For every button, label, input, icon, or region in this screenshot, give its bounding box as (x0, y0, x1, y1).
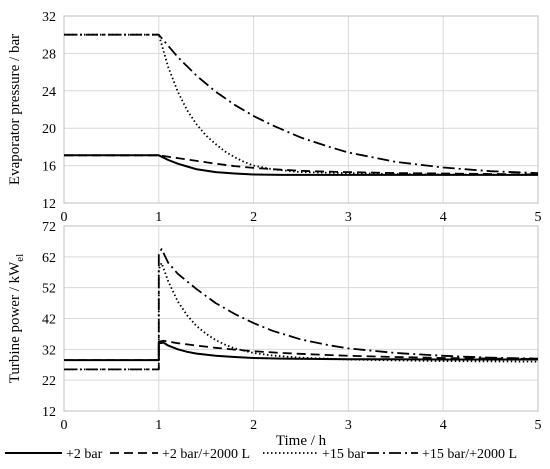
y-tick-label: 52 (42, 282, 56, 297)
x-tick-label: 0 (61, 418, 68, 433)
x-tick-label: 3 (345, 210, 352, 225)
plot-frame (63, 225, 539, 412)
y-tick-label: 32 (42, 343, 56, 358)
legend-label: +15 bar (322, 447, 366, 462)
y-axis-label-text: Turbine power / kW (7, 261, 23, 383)
x-tick-label: 1 (155, 210, 162, 225)
series-line-solid (64, 341, 538, 362)
y-tick-label: 28 (42, 47, 56, 62)
legend: +2 bar +2 bar/+2000 L +15 bar +15 bar/+2000… (5, 447, 517, 462)
y-tick-label: 32 (42, 10, 56, 25)
x-tick-label: 2 (250, 210, 257, 225)
y-tick-label: 24 (42, 85, 56, 100)
x-tick-label: 1 (155, 418, 162, 433)
y-tick-label: 72 (42, 220, 56, 235)
series-line-dashdot (64, 248, 539, 371)
legend-label: +2 bar/+2000 L (162, 447, 250, 462)
y-tick-label: 16 (42, 160, 56, 175)
y-axis-label-subscript: el (14, 254, 26, 262)
y-tick-label: 42 (42, 313, 56, 328)
series-line-solid (64, 154, 538, 176)
y-tick-label: 12 (42, 197, 56, 212)
y-tick-label: 62 (42, 251, 56, 266)
legend-label: +2 bar (66, 447, 103, 462)
x-tick-label: 4 (440, 418, 447, 433)
legend-label: +15 bar/+2000 L (422, 447, 517, 462)
series-line-dash (64, 154, 539, 176)
x-tick-label: 3 (345, 418, 352, 433)
y-tick-label: 22 (42, 374, 56, 389)
y-axis-label-text: Evaporator pressure / bar (7, 34, 23, 185)
y-tick-label: 12 (42, 405, 56, 420)
x-tick-label: 2 (250, 418, 257, 433)
x-tick-label: 0 (61, 210, 68, 225)
x-tick-label: 5 (535, 418, 542, 433)
plot-frame (63, 15, 539, 204)
series-line-dot (64, 33, 539, 176)
x-axis-label: Time / h (276, 433, 327, 449)
y-tick-label: 20 (42, 122, 56, 137)
x-tick-label: 5 (535, 210, 542, 225)
x-tick-label: 4 (440, 210, 447, 225)
y-axis-label: Turbine power / kWel (7, 254, 25, 383)
series-line-dashdot (64, 33, 539, 174)
y-axis-label: Evaporator pressure / bar (7, 34, 23, 185)
